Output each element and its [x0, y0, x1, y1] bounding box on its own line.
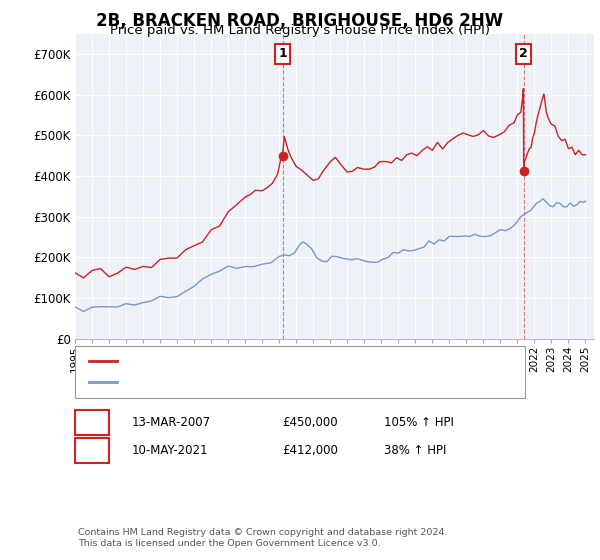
Text: Price paid vs. HM Land Registry's House Price Index (HPI): Price paid vs. HM Land Registry's House …	[110, 24, 490, 36]
Text: 2: 2	[88, 444, 96, 458]
Text: 1: 1	[88, 416, 96, 430]
Text: £450,000: £450,000	[282, 416, 338, 430]
Text: 105% ↑ HPI: 105% ↑ HPI	[384, 416, 454, 430]
Text: 10-MAY-2021: 10-MAY-2021	[132, 444, 209, 458]
Text: Contains HM Land Registry data © Crown copyright and database right 2024.
This d: Contains HM Land Registry data © Crown c…	[78, 528, 448, 548]
Text: 1: 1	[278, 48, 287, 60]
Text: HPI: Average price, detached house, Calderdale: HPI: Average price, detached house, Cald…	[123, 377, 389, 387]
Text: 13-MAR-2007: 13-MAR-2007	[132, 416, 211, 430]
Text: 38% ↑ HPI: 38% ↑ HPI	[384, 444, 446, 458]
Text: 2B, BRACKEN ROAD, BRIGHOUSE, HD6 2HW: 2B, BRACKEN ROAD, BRIGHOUSE, HD6 2HW	[97, 12, 503, 30]
Text: 2B, BRACKEN ROAD, BRIGHOUSE, HD6 2HW (detached house): 2B, BRACKEN ROAD, BRIGHOUSE, HD6 2HW (de…	[123, 356, 470, 366]
Text: £412,000: £412,000	[282, 444, 338, 458]
Text: 2: 2	[520, 48, 528, 60]
